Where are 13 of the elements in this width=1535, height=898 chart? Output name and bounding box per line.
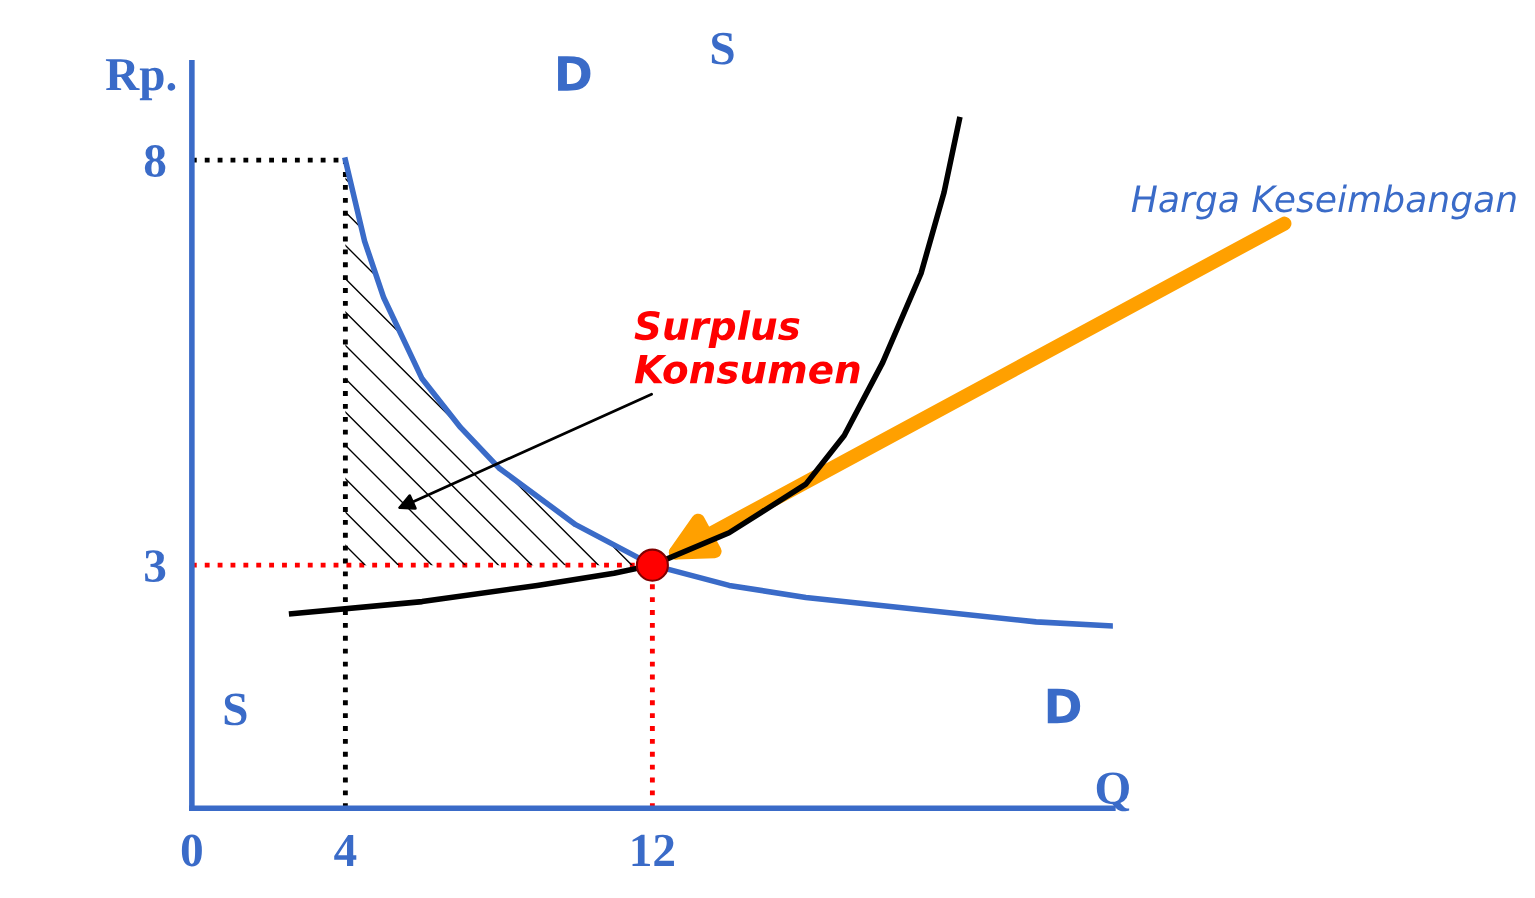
x-axis-title: Q xyxy=(1096,772,1130,812)
text: D xyxy=(558,56,591,91)
y-tick-label: 3 xyxy=(145,550,166,582)
series-label: D xyxy=(1047,688,1081,724)
y-tick-label: 8 xyxy=(144,145,166,177)
series-label: S xyxy=(224,693,247,726)
x-tick-label: 12 xyxy=(632,834,674,866)
x-tick-label: 4 xyxy=(334,834,357,866)
annotation: Surplus Konsumen xyxy=(634,310,860,384)
text: S xyxy=(711,32,734,65)
text: Harga Keseimbangan xyxy=(1131,184,1516,220)
x-tick-label: 0 xyxy=(181,834,202,867)
y-axis-title: Rp. xyxy=(105,59,176,101)
